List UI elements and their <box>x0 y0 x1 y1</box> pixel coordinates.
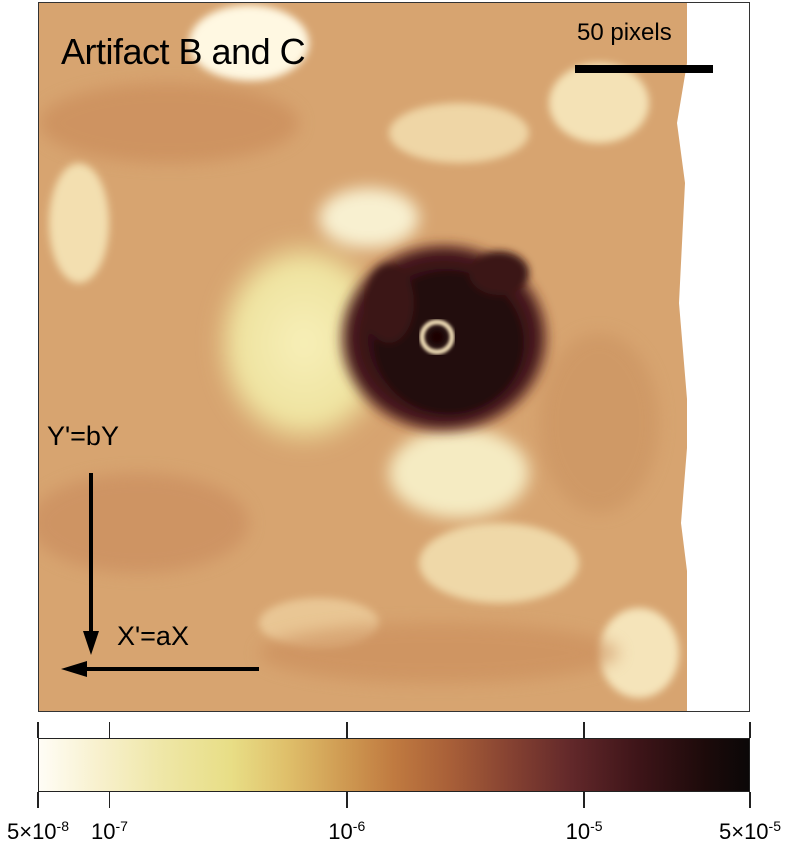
colorbar-tick-label: 5×10-5 <box>718 818 782 844</box>
colorbar-tick-top <box>108 722 111 738</box>
y-axis-label: Y'=bY <box>47 421 119 451</box>
x-axis-label: X'=aX <box>117 621 189 651</box>
colorbar-tick-bottom <box>749 792 751 808</box>
colorbar-tick-label: 10-6 <box>328 818 366 844</box>
colorbar-tick-label: 10-7 <box>90 818 128 844</box>
scale-bar <box>575 65 713 73</box>
colorbar-tick-top <box>749 722 751 738</box>
colorbar <box>38 738 750 792</box>
colorbar-tick-label: 5×10-8 <box>6 818 70 844</box>
scale-bar-label: 50 pixels <box>577 19 672 46</box>
colorbar-tick-bottom <box>37 792 39 808</box>
colorbar-tick-bottom <box>108 792 111 808</box>
colorbar-tick-top <box>37 722 39 738</box>
dark-core <box>334 238 554 438</box>
figure-title: Artifact B and C <box>61 31 306 72</box>
heatmap-frame: Artifact B and C 50 pixels Y'=bY X'=aX <box>38 2 750 712</box>
heatmap-image <box>39 3 749 711</box>
colorbar-tick-label: 10-5 <box>565 818 603 844</box>
colorbar-tick-top <box>346 722 348 738</box>
colorbar-tick-bottom <box>346 792 348 808</box>
colorbar-tick-bottom <box>583 792 585 808</box>
colorbar-tick-top <box>583 722 585 738</box>
center-ring <box>419 319 455 355</box>
